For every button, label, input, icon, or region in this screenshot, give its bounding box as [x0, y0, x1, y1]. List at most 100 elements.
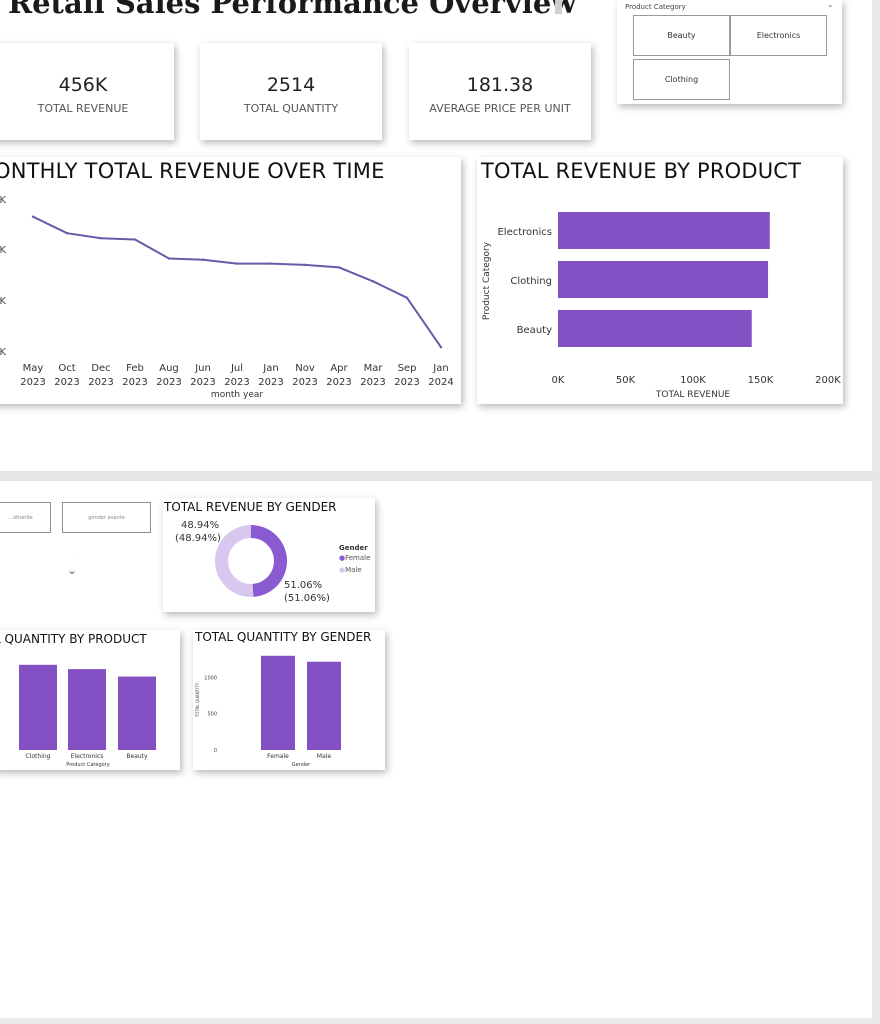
revenue-point: [303, 263, 307, 267]
x-tick-label: 100K: [680, 375, 706, 386]
y-tick-label: Electronics: [497, 227, 552, 238]
kpi-card-total-revenue[interactable]: 456K TOTAL REVENUE: [0, 43, 174, 140]
slicer-option-clothing[interactable]: Clothing: [633, 59, 730, 100]
bar-chart-svg: Electronics Clothing Beauty 0K 50K 100K 150K 20…: [482, 212, 841, 400]
donut-slice-female: [251, 525, 287, 597]
legend-item-male[interactable]: ●Male: [339, 566, 362, 574]
x-tick-month: Oct: [58, 363, 75, 374]
kpi-value: 181.38: [466, 74, 534, 96]
line-chart-svg: 0K 0K 0K 0K May 2023 Oct 2023 Dec 2023 Feb 2023 Aug 2…: [0, 195, 454, 400]
revenue-by-gender-chart: TOTAL REVENUE BY GENDER 48.94% (48.94%) …: [163, 498, 375, 612]
x-tick-label: 200K: [815, 375, 841, 386]
x-tick-month: May: [23, 363, 44, 374]
page-title: Retail Sales Performance Overview: [8, 0, 577, 20]
x-tick-year: 2023: [326, 377, 351, 388]
donut-chart-svg: [215, 525, 287, 597]
chevron-down-icon[interactable]: ⌄: [827, 0, 834, 9]
x-tick-month: Jan: [432, 363, 448, 374]
slicer-option-electronics[interactable]: Electronics: [730, 15, 827, 56]
legend-label: Female: [345, 554, 371, 562]
kpi-value: 2514: [266, 74, 316, 96]
x-tick-year: 2023: [88, 377, 113, 388]
chart-title: ONTHLY TOTAL REVENUE OVER TIME: [0, 159, 385, 183]
y-tick-label: 0: [214, 748, 217, 754]
revenue-point: [31, 215, 35, 218]
x-tick-month: Dec: [91, 363, 110, 374]
navigation-button-left[interactable]: ...otherite: [0, 502, 51, 533]
x-tick-year: 2023: [20, 377, 45, 388]
legend-dot-male: ●: [339, 566, 346, 574]
title-accent: [555, 0, 562, 14]
x-tick-year: 2023: [360, 377, 385, 388]
x-tick-year: 2024: [428, 377, 453, 388]
revenue-bar-beauty: [558, 310, 752, 347]
revenue-by-product-chart: TOTAL REVENUE BY PRODUCT Electronics Clot…: [477, 157, 843, 404]
revenue-point: [269, 262, 273, 265]
legend-title: Gender: [339, 544, 368, 552]
revenue-point: [65, 232, 69, 235]
x-tick-year: 2023: [190, 377, 215, 388]
chart-title: TOTAL REVENUE BY PRODUCT: [481, 159, 802, 183]
y-tick-label: Beauty: [517, 325, 552, 336]
quantity-by-gender-chart: TOTAL QUANTITY BY GENDER Female Male Gende…: [193, 630, 385, 770]
legend-dot-female: ●: [339, 554, 346, 562]
x-tick-month: Jun: [194, 363, 211, 374]
x-tick-year: 2023: [258, 377, 283, 388]
x-tick-label: 150K: [748, 375, 774, 386]
x-tick-label: Female: [267, 753, 289, 760]
x-tick-label: 50K: [616, 375, 636, 386]
navigation-button-right[interactable]: gender avante: [62, 502, 151, 533]
x-axis-label: TOTAL REVENUE: [655, 390, 731, 400]
legend-item-female[interactable]: ●Female: [339, 554, 370, 562]
x-tick-label: Male: [317, 753, 332, 760]
y-tick-label: 0K: [0, 296, 6, 307]
x-tick-label: Beauty: [126, 753, 148, 760]
chart-title: TOTAL REVENUE BY GENDER: [164, 500, 337, 514]
small-dot-icon: ·: [76, 551, 78, 558]
quantity-bar-electronics: [68, 669, 106, 750]
kpi-card-average-price[interactable]: 181.38 AVERAGE PRICE PER UNIT: [409, 43, 591, 140]
monthly-revenue-chart: ONTHLY TOTAL REVENUE OVER TIME 0K 0K 0K 0K M…: [0, 157, 461, 404]
kpi-card-total-quantity[interactable]: 2514 TOTAL QUANTITY: [200, 43, 382, 140]
x-tick-label: Electronics: [71, 753, 104, 760]
legend-label: Male: [345, 566, 362, 574]
y-tick-label: 1000: [204, 675, 217, 681]
x-tick-month: Sep: [398, 363, 417, 374]
revenue-point: [167, 257, 171, 260]
donut-label-bottom-sub: (51.06%): [284, 593, 330, 604]
x-tick-year: 2023: [292, 377, 317, 388]
y-tick-label: 500: [207, 712, 217, 718]
x-tick-month: Feb: [126, 363, 144, 374]
donut-label-bottom: 51.06%: [284, 580, 323, 591]
page-divider: [0, 471, 880, 481]
y-tick-label: 0K: [0, 347, 6, 358]
revenue-line: [32, 215, 442, 348]
slicer-option-beauty[interactable]: Beauty: [633, 15, 730, 56]
slicer-title: Product Category: [625, 3, 686, 11]
revenue-point: [133, 238, 137, 241]
x-tick-month: Jul: [230, 363, 243, 374]
chart-title: TOTAL QUANTITY BY GENDER: [195, 630, 372, 644]
revenue-point: [99, 237, 103, 240]
chevron-down-icon[interactable]: ⌄: [67, 563, 78, 577]
revenue-bar-clothing: [558, 261, 769, 298]
quantity-by-product-chart: L QUANTITY BY PRODUCT Clothing Electronic…: [0, 630, 180, 770]
donut-label-top-sub: (48.94%): [175, 533, 221, 544]
bar-chart-svg: Clothing Electronics Beauty Product Categor…: [19, 664, 156, 768]
x-tick-month: Jan: [262, 363, 278, 374]
x-axis-label: month year: [211, 390, 263, 400]
x-tick-year: 2023: [54, 377, 79, 388]
upper-page: Retail Sales Performance Overview 456K T…: [0, 0, 872, 471]
quantity-bar-clothing: [19, 664, 57, 750]
kpi-label: TOTAL REVENUE: [37, 102, 129, 115]
quantity-bar-female: [261, 655, 295, 750]
x-tick-year: 2023: [224, 377, 249, 388]
y-tick-label: 0K: [0, 245, 6, 256]
revenue-point: [371, 280, 375, 283]
quantity-bar-beauty: [118, 676, 156, 750]
revenue-point: [337, 266, 341, 269]
kpi-value: 456K: [58, 74, 108, 96]
x-tick-month: Apr: [330, 363, 348, 374]
x-tick-label: 0K: [552, 375, 565, 386]
revenue-point: [439, 346, 443, 349]
